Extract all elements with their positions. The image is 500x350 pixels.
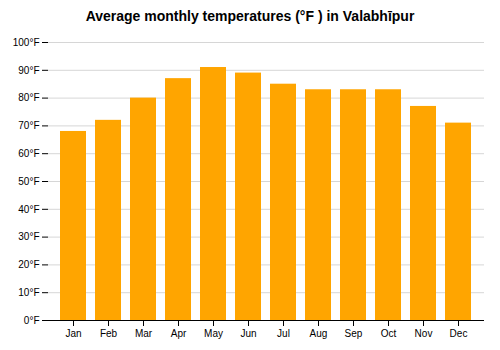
svg-text:Feb: Feb bbox=[100, 328, 118, 339]
svg-text:Jan: Jan bbox=[65, 328, 81, 339]
svg-text:Dec: Dec bbox=[450, 328, 468, 339]
svg-text:40°F: 40°F bbox=[18, 204, 39, 215]
svg-text:May: May bbox=[204, 328, 223, 339]
svg-text:90°F: 90°F bbox=[18, 65, 39, 76]
svg-text:Apr: Apr bbox=[171, 328, 187, 339]
svg-text:Jul: Jul bbox=[277, 328, 290, 339]
svg-text:30°F: 30°F bbox=[18, 231, 39, 242]
svg-text:Oct: Oct bbox=[381, 328, 397, 339]
svg-text:10°F: 10°F bbox=[18, 287, 39, 298]
svg-text:70°F: 70°F bbox=[18, 120, 39, 131]
svg-text:Aug: Aug bbox=[310, 328, 328, 339]
svg-text:Nov: Nov bbox=[415, 328, 433, 339]
html-text:Average monthly temperatures (: Average monthly temperatures (°F ) in Va… bbox=[85, 8, 415, 24]
svg-text:Jun: Jun bbox=[240, 328, 256, 339]
svg-text:Sep: Sep bbox=[345, 328, 363, 339]
svg-text:60°F: 60°F bbox=[18, 148, 39, 159]
svg-text:20°F: 20°F bbox=[18, 259, 39, 270]
svg-text:100°F: 100°F bbox=[13, 37, 40, 48]
svg-text:50°F: 50°F bbox=[18, 176, 39, 187]
svg-text:Mar: Mar bbox=[135, 328, 153, 339]
svg-text:0°F: 0°F bbox=[24, 315, 40, 326]
svg-text:80°F: 80°F bbox=[18, 92, 39, 103]
